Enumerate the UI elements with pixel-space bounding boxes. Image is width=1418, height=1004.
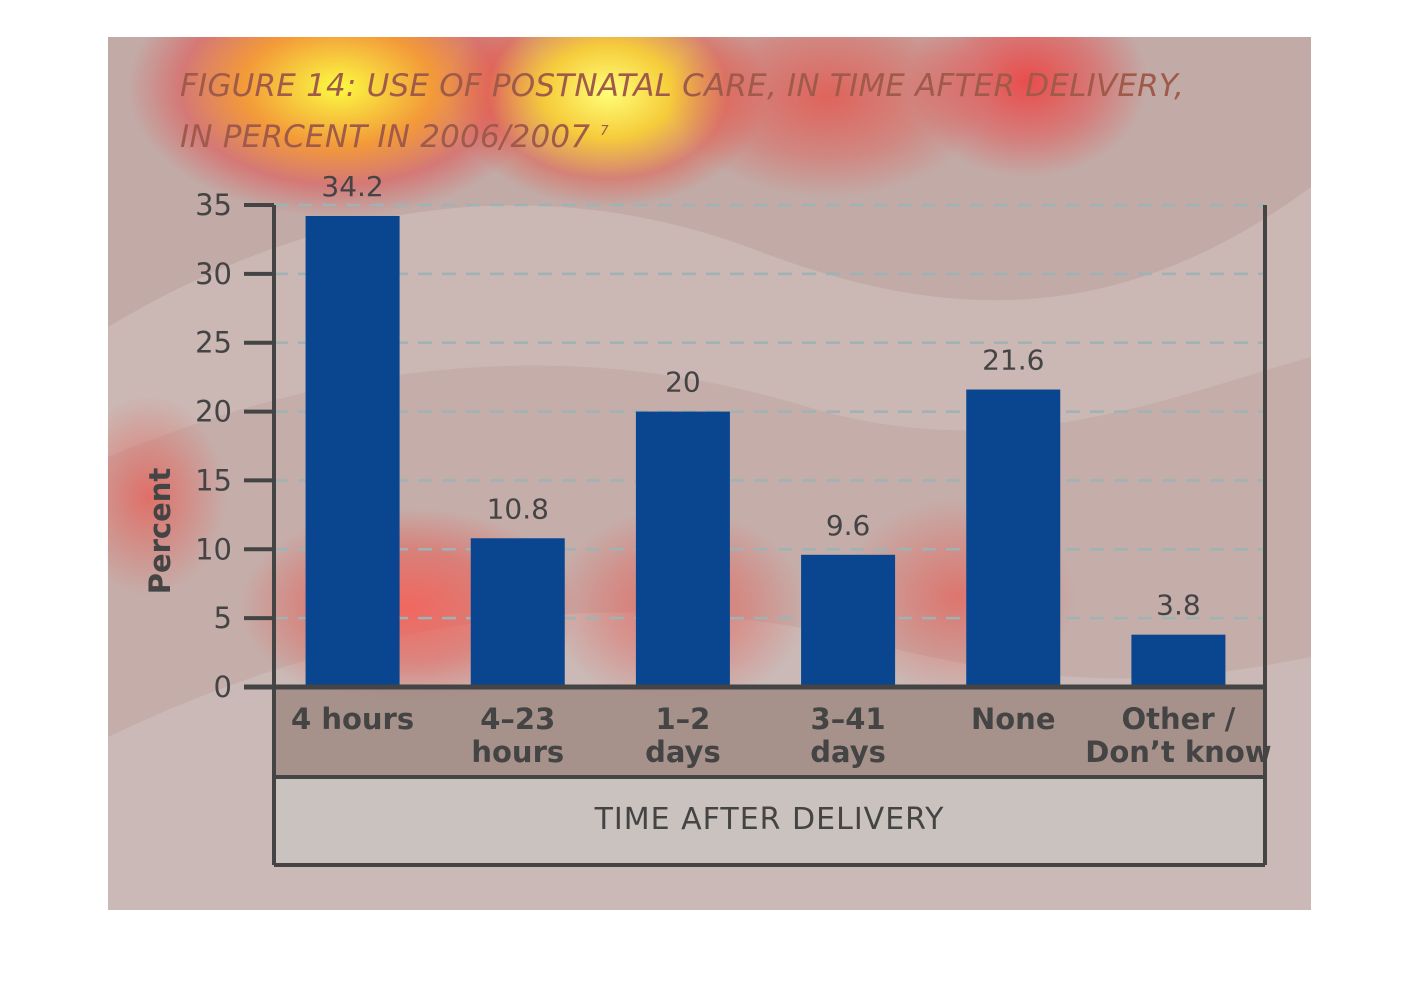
category-band	[274, 687, 1265, 777]
bar-value-label: 21.6	[982, 344, 1044, 377]
x-axis-label-band	[274, 777, 1265, 865]
x-tick-label: 3–41	[811, 702, 886, 736]
bar	[470, 538, 565, 687]
bar-chart: 34.24 hours10.84–23hours201–2days9.63–41…	[143, 170, 1272, 867]
chart-title-line-2: IN PERCENT IN 2006/2007 7	[180, 119, 609, 155]
x-tick-label: days	[645, 735, 721, 769]
x-tick-label: 1–2	[655, 702, 710, 736]
x-tick-label: days	[810, 735, 886, 769]
x-tick-label: Other /	[1122, 702, 1236, 736]
y-tick-label: 10	[195, 532, 232, 566]
y-tick-label: 5	[214, 601, 232, 635]
x-tick-label: 4 hours	[291, 702, 414, 736]
x-tick-label: Don’t know	[1085, 735, 1271, 769]
figure-panel: FIGURE 14: USE OF POSTNATAL CARE, IN TIM…	[108, 37, 1311, 910]
y-tick-label: 25	[195, 326, 232, 360]
y-tick-label: 35	[195, 188, 232, 222]
bar-value-label: 20	[665, 366, 701, 399]
bar	[635, 411, 730, 687]
bar	[1131, 634, 1226, 687]
bar	[801, 554, 896, 687]
bar-value-label: 3.8	[1156, 589, 1201, 622]
x-axis-title: TIME AFTER DELIVERY	[594, 802, 945, 837]
y-tick-label: 0	[214, 670, 232, 704]
bar-value-label: 9.6	[826, 509, 871, 542]
y-tick-label: 30	[195, 257, 232, 291]
chart-title-text: IN PERCENT IN 2006/2007	[180, 119, 591, 155]
bar-value-label: 10.8	[487, 492, 549, 525]
chart-title-line-1: FIGURE 14: USE OF POSTNATAL CARE, IN TIM…	[180, 68, 1185, 104]
y-tick-label: 20	[195, 395, 232, 429]
x-tick-label: hours	[471, 735, 564, 769]
y-tick-label: 15	[195, 463, 232, 497]
bar	[305, 216, 400, 687]
y-axis-title: Percent	[143, 468, 177, 595]
x-tick-label: 4–23	[480, 702, 555, 736]
bar	[966, 389, 1061, 687]
x-tick-label: None	[971, 702, 1056, 736]
bar-value-label: 34.2	[321, 170, 383, 203]
chart-title-footnote: 7	[600, 124, 609, 139]
